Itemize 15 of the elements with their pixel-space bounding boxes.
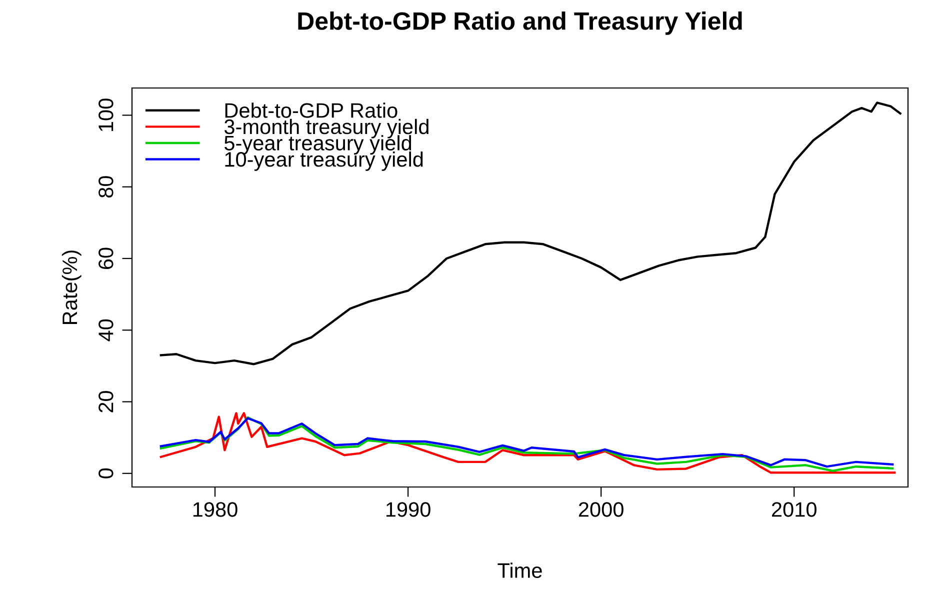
x-tick-label: 1990 [386,502,430,517]
x-tick-label: 1980 [193,502,238,517]
x-tick-label: 2000 [578,502,624,517]
y-tick-label: 60 [98,248,114,270]
y-tick-label: 100 [98,98,114,132]
y-tick-label: 40 [98,319,114,342]
y-tick-label: 80 [98,176,114,198]
line-series [160,102,902,366]
y-tick-label: 20 [98,390,114,412]
legend-label: Debt-to-GDP Ratio [225,102,398,118]
x-tick-label: 2010 [772,502,816,517]
y-axis-title: Rate(%) [62,250,82,324]
x-axis-title: Time [498,562,542,578]
chart-title: Debt-to-GDP Ratio and Treasury Yield [298,12,742,35]
y-tick-label: 0 [98,468,114,478]
